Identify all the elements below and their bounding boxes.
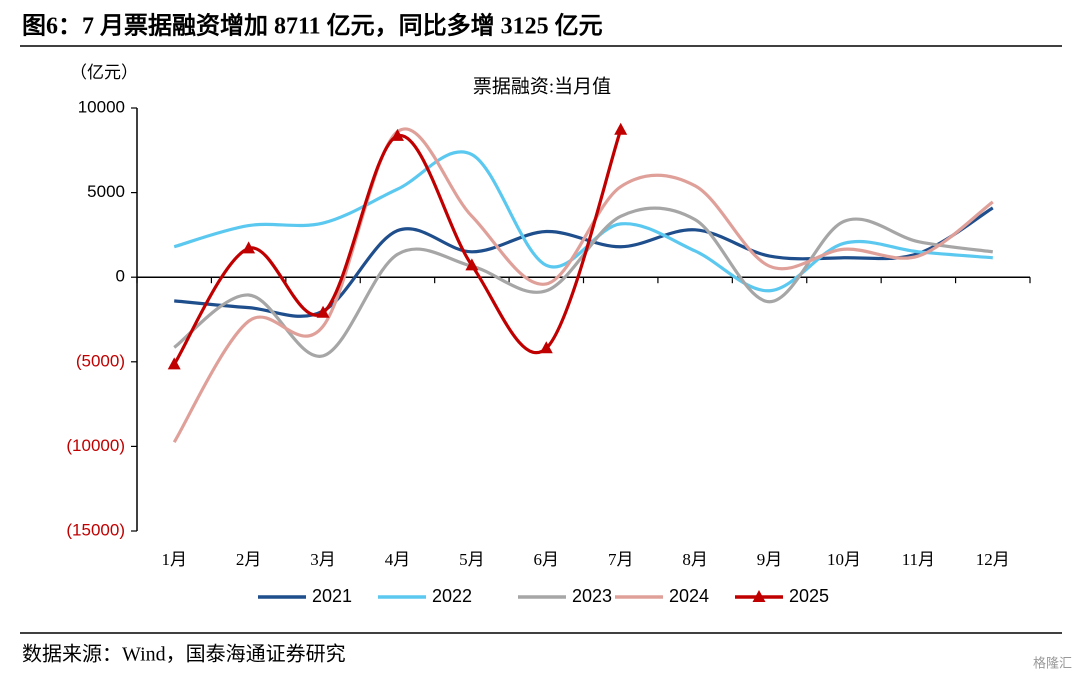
legend-label: 2023 (572, 586, 612, 606)
y-tick-label: (10000) (66, 436, 125, 455)
y-tick-label: (15000) (66, 520, 125, 539)
series-marker (539, 341, 553, 354)
watermark: 格隆汇 (1033, 655, 1072, 670)
legend-label: 2024 (669, 586, 709, 606)
y-unit: （亿元） (70, 63, 138, 82)
x-tick-label: 4月 (385, 550, 411, 569)
x-tick-label: 6月 (534, 550, 560, 569)
chart-title: 票据融资:当月值 (473, 75, 611, 97)
series-line (173, 206, 994, 358)
legend-label: 2021 (312, 586, 352, 606)
series-marker (242, 241, 256, 254)
x-tick-label: 5月 (459, 550, 485, 569)
x-tick-label: 1月 (161, 550, 187, 569)
y-tick-label: 10000 (78, 97, 125, 116)
series-marker (167, 357, 181, 370)
series-marker (390, 128, 404, 141)
x-tick-label: 12月 (976, 550, 1010, 569)
series-marker (465, 258, 479, 271)
x-tick-label: 3月 (310, 550, 336, 569)
page-title: 图6：7 月票据融资增加 8711 亿元，同比多增 3125 亿元 (22, 12, 603, 40)
series-marker (316, 305, 330, 318)
y-tick-label: (5000) (76, 351, 125, 370)
x-tick-label: 7月 (608, 550, 634, 569)
x-tick-label: 10月 (827, 550, 861, 569)
y-tick-label: 5000 (87, 182, 125, 201)
x-tick-label: 2月 (236, 550, 262, 569)
series-line (172, 127, 994, 444)
x-tick-label: 8月 (682, 550, 708, 569)
series-line (174, 206, 994, 318)
legend-label: 2025 (789, 586, 829, 606)
x-tick-label: 11月 (902, 550, 935, 569)
legend-label: 2022 (432, 586, 472, 606)
x-tick-label: 9月 (757, 550, 783, 569)
series-marker (614, 122, 628, 135)
y-tick-label: 0 (116, 267, 125, 286)
legend-marker (752, 590, 766, 602)
source: 数据来源：Wind，国泰海通证券研究 (22, 643, 346, 666)
